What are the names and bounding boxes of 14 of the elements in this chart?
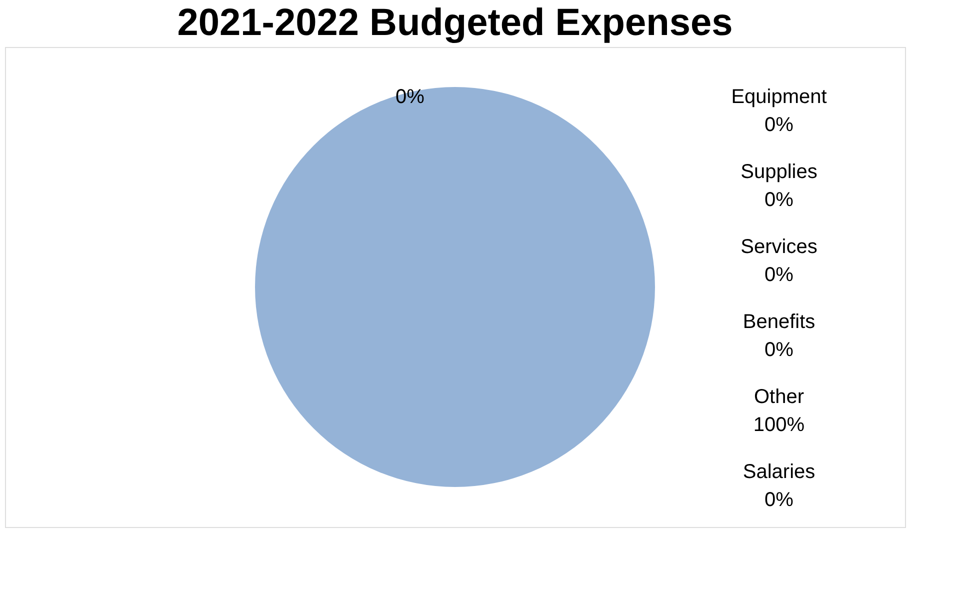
text: 0%	[396, 86, 424, 108]
text: 0%	[764, 489, 794, 511]
category-label: Salaries	[742, 461, 816, 483]
category-label: Supplies	[740, 161, 818, 183]
data-label: 100%	[753, 414, 805, 436]
category-label: Services	[740, 236, 818, 258]
slice-label: Other	[754, 386, 804, 408]
category-label: Benefits	[742, 311, 816, 333]
chart-title: 2021-2022 Budgeted Expenses	[177, 2, 733, 44]
text: 0%	[764, 114, 794, 136]
text: 0%	[764, 189, 794, 211]
category-label: Equipment	[731, 86, 827, 108]
text: 0%	[764, 264, 794, 286]
text: 0%	[764, 339, 794, 361]
